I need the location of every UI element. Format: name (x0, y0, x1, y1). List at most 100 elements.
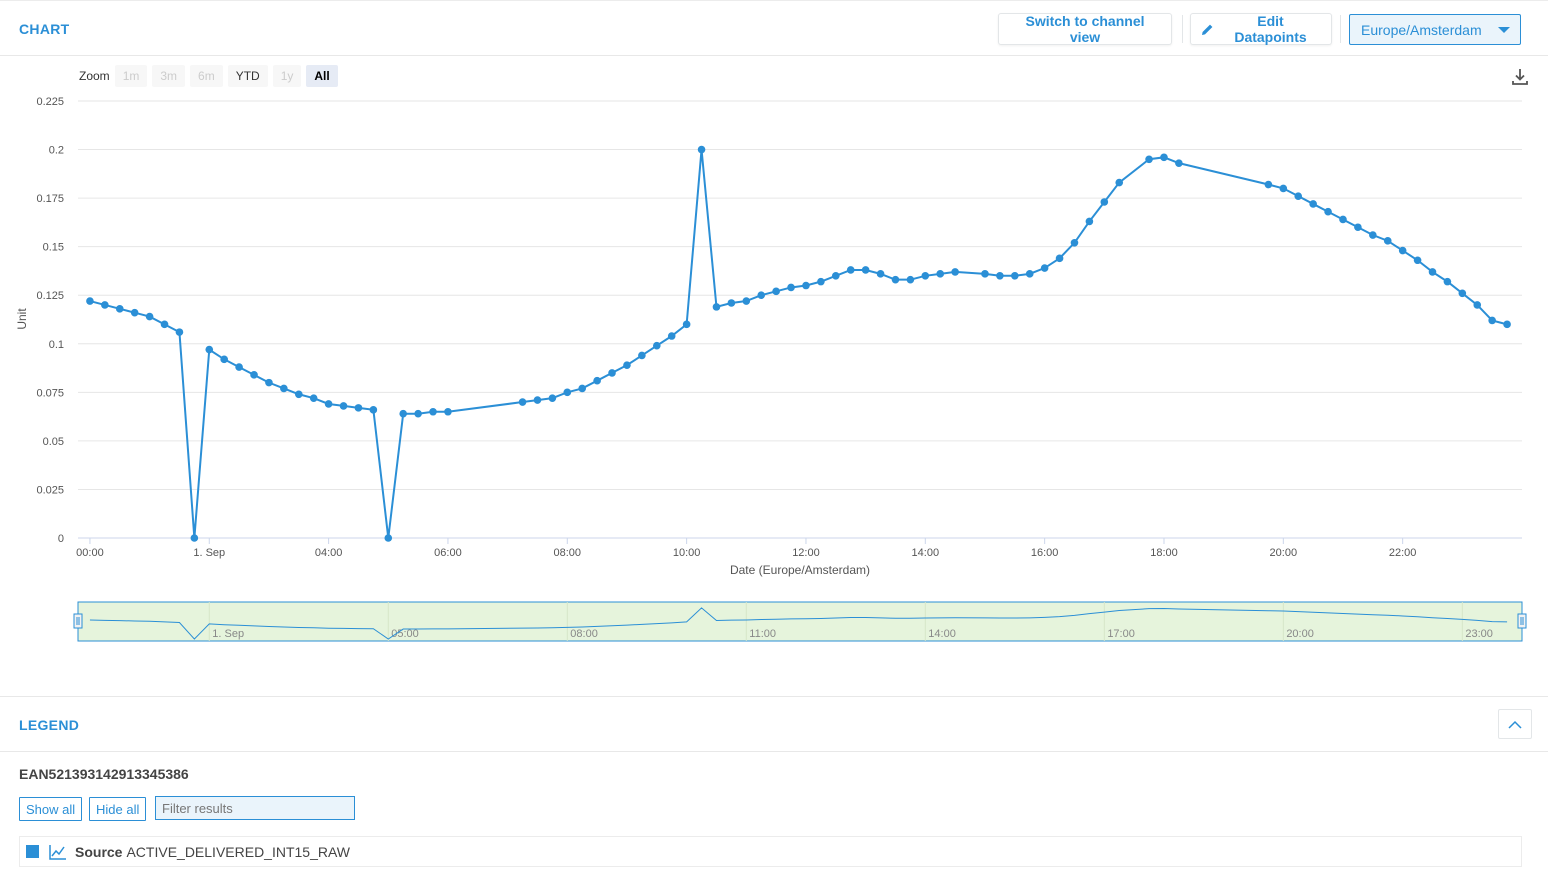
hide-all-button[interactable]: Hide all (89, 797, 147, 821)
data-point[interactable] (190, 534, 199, 542)
edit-datapoints-button[interactable]: Edit Datapoints (1190, 13, 1332, 45)
data-point[interactable] (205, 345, 214, 354)
zoom-6m-button[interactable]: 6m (190, 65, 223, 87)
data-point[interactable] (1309, 200, 1317, 208)
data-point[interactable] (101, 301, 109, 309)
data-point[interactable] (1100, 198, 1109, 206)
data-point[interactable] (1160, 153, 1168, 162)
data-point[interactable] (802, 281, 810, 290)
data-point[interactable] (1011, 272, 1019, 280)
data-point[interactable] (742, 297, 751, 305)
data-point[interactable] (265, 378, 273, 387)
data-point[interactable] (906, 275, 915, 284)
show-all-button[interactable]: Show all (19, 797, 83, 821)
data-point[interactable] (712, 303, 721, 311)
data-point[interactable] (578, 384, 587, 393)
data-point[interactable] (697, 145, 706, 154)
data-point[interactable] (652, 341, 661, 350)
data-point[interactable] (772, 287, 780, 296)
data-point[interactable] (1458, 289, 1467, 298)
data-point[interactable] (1294, 192, 1303, 200)
data-point[interactable] (727, 299, 736, 307)
data-point[interactable] (1264, 180, 1273, 189)
data-point[interactable] (1279, 184, 1288, 193)
data-point[interactable] (832, 272, 840, 280)
data-point[interactable] (1383, 237, 1392, 245)
data-point[interactable] (309, 394, 318, 402)
data-point[interactable] (996, 272, 1004, 280)
data-point[interactable] (1115, 178, 1124, 187)
data-point[interactable] (354, 404, 363, 412)
data-point[interactable] (891, 275, 900, 284)
data-point[interactable] (384, 534, 393, 542)
navigator-handle[interactable] (73, 613, 83, 629)
data-point[interactable] (846, 266, 855, 274)
data-point[interactable] (1055, 254, 1064, 263)
data-point[interactable] (1339, 215, 1347, 224)
data-point[interactable] (160, 320, 169, 329)
data-point[interactable] (817, 277, 825, 286)
data-point[interactable] (280, 384, 288, 393)
data-point[interactable] (638, 351, 646, 360)
zoom-1m-button[interactable]: 1m (114, 65, 148, 87)
data-point[interactable] (682, 320, 691, 329)
data-point[interactable] (1175, 159, 1183, 167)
data-point[interactable] (369, 406, 378, 414)
legend-item-source[interactable]: Source ACTIVE_DELIVERED_INT15_RAW (19, 836, 1522, 867)
data-point[interactable] (339, 402, 348, 410)
data-point[interactable] (1070, 238, 1079, 247)
zoom-ytd-button[interactable]: YTD (227, 65, 268, 87)
data-point[interactable] (1413, 256, 1422, 265)
data-point[interactable] (861, 266, 870, 274)
data-point[interactable] (399, 409, 407, 418)
data-point[interactable] (667, 332, 676, 340)
download-icon[interactable] (1510, 67, 1530, 87)
data-point[interactable] (951, 268, 959, 276)
data-point[interactable] (294, 390, 303, 399)
data-point[interactable] (1040, 264, 1049, 272)
data-point[interactable] (1145, 155, 1153, 164)
data-point[interactable] (1369, 231, 1377, 239)
data-point[interactable] (518, 398, 527, 406)
data-point[interactable] (115, 305, 124, 313)
data-point[interactable] (921, 272, 930, 280)
data-point[interactable] (220, 355, 228, 364)
data-point[interactable] (1473, 301, 1482, 309)
timezone-select[interactable]: Europe/Amsterdam (1349, 14, 1521, 45)
data-point[interactable] (1398, 246, 1407, 255)
switch-channel-view-button[interactable]: Switch to channel view (998, 13, 1172, 45)
data-point[interactable] (563, 388, 572, 397)
data-point[interactable] (145, 312, 154, 321)
data-point[interactable] (414, 409, 422, 418)
data-point[interactable] (1428, 268, 1437, 276)
data-point[interactable] (324, 400, 333, 408)
data-point[interactable] (981, 270, 989, 278)
data-point[interactable] (1085, 217, 1094, 226)
data-point[interactable] (444, 407, 452, 416)
series-color-swatch[interactable] (26, 845, 39, 858)
data-point[interactable] (175, 328, 184, 336)
navigator[interactable]: 1. Sep 05:00 08:00 11:00 14:00 17:00 20:00 23:0… (73, 601, 1527, 642)
data-point[interactable] (429, 407, 437, 416)
data-point[interactable] (548, 394, 557, 402)
data-point[interactable] (533, 396, 542, 404)
navigator-handle[interactable] (1517, 613, 1527, 629)
data-point[interactable] (1354, 223, 1362, 232)
data-point[interactable] (1324, 207, 1332, 216)
data-point[interactable] (623, 361, 631, 369)
legend-collapse-button[interactable] (1498, 709, 1532, 739)
data-point[interactable] (608, 369, 616, 377)
zoom-1y-button[interactable]: 1y (272, 65, 302, 87)
data-point[interactable] (936, 270, 945, 278)
data-point[interactable] (593, 376, 601, 385)
data-point[interactable] (235, 363, 243, 371)
data-point[interactable] (130, 308, 139, 317)
data-point[interactable] (876, 270, 885, 278)
zoom-3m-button[interactable]: 3m (152, 65, 186, 87)
zoom-all-button[interactable]: All (306, 65, 338, 87)
data-point[interactable] (86, 297, 94, 305)
data-point[interactable] (1488, 316, 1496, 325)
data-point[interactable] (250, 371, 258, 379)
data-point[interactable] (757, 291, 766, 300)
data-point[interactable] (1443, 277, 1452, 286)
